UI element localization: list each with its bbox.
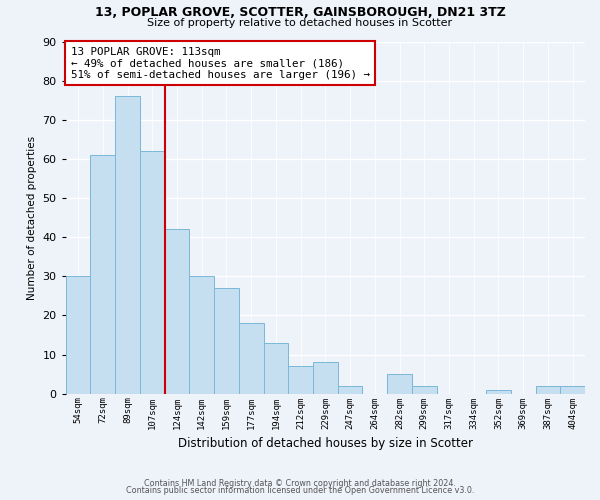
Bar [239, 323, 263, 394]
Bar [140, 151, 164, 394]
Bar [486, 390, 511, 394]
Y-axis label: Number of detached properties: Number of detached properties [27, 136, 37, 300]
Bar [313, 362, 338, 394]
Bar [338, 386, 362, 394]
Bar [164, 230, 190, 394]
Bar [412, 386, 437, 394]
Bar [560, 386, 585, 394]
Bar [66, 276, 91, 394]
Bar [536, 386, 560, 394]
Bar [263, 343, 288, 394]
Text: Size of property relative to detached houses in Scotter: Size of property relative to detached ho… [148, 18, 452, 28]
Bar [214, 288, 239, 394]
Text: 13, POPLAR GROVE, SCOTTER, GAINSBOROUGH, DN21 3TZ: 13, POPLAR GROVE, SCOTTER, GAINSBOROUGH,… [95, 6, 505, 19]
Bar [115, 96, 140, 394]
Text: 13 POPLAR GROVE: 113sqm
← 49% of detached houses are smaller (186)
51% of semi-d: 13 POPLAR GROVE: 113sqm ← 49% of detache… [71, 47, 370, 80]
X-axis label: Distribution of detached houses by size in Scotter: Distribution of detached houses by size … [178, 437, 473, 450]
Text: Contains public sector information licensed under the Open Government Licence v3: Contains public sector information licen… [126, 486, 474, 495]
Bar [190, 276, 214, 394]
Bar [288, 366, 313, 394]
Text: Contains HM Land Registry data © Crown copyright and database right 2024.: Contains HM Land Registry data © Crown c… [144, 478, 456, 488]
Bar [387, 374, 412, 394]
Bar [91, 155, 115, 394]
